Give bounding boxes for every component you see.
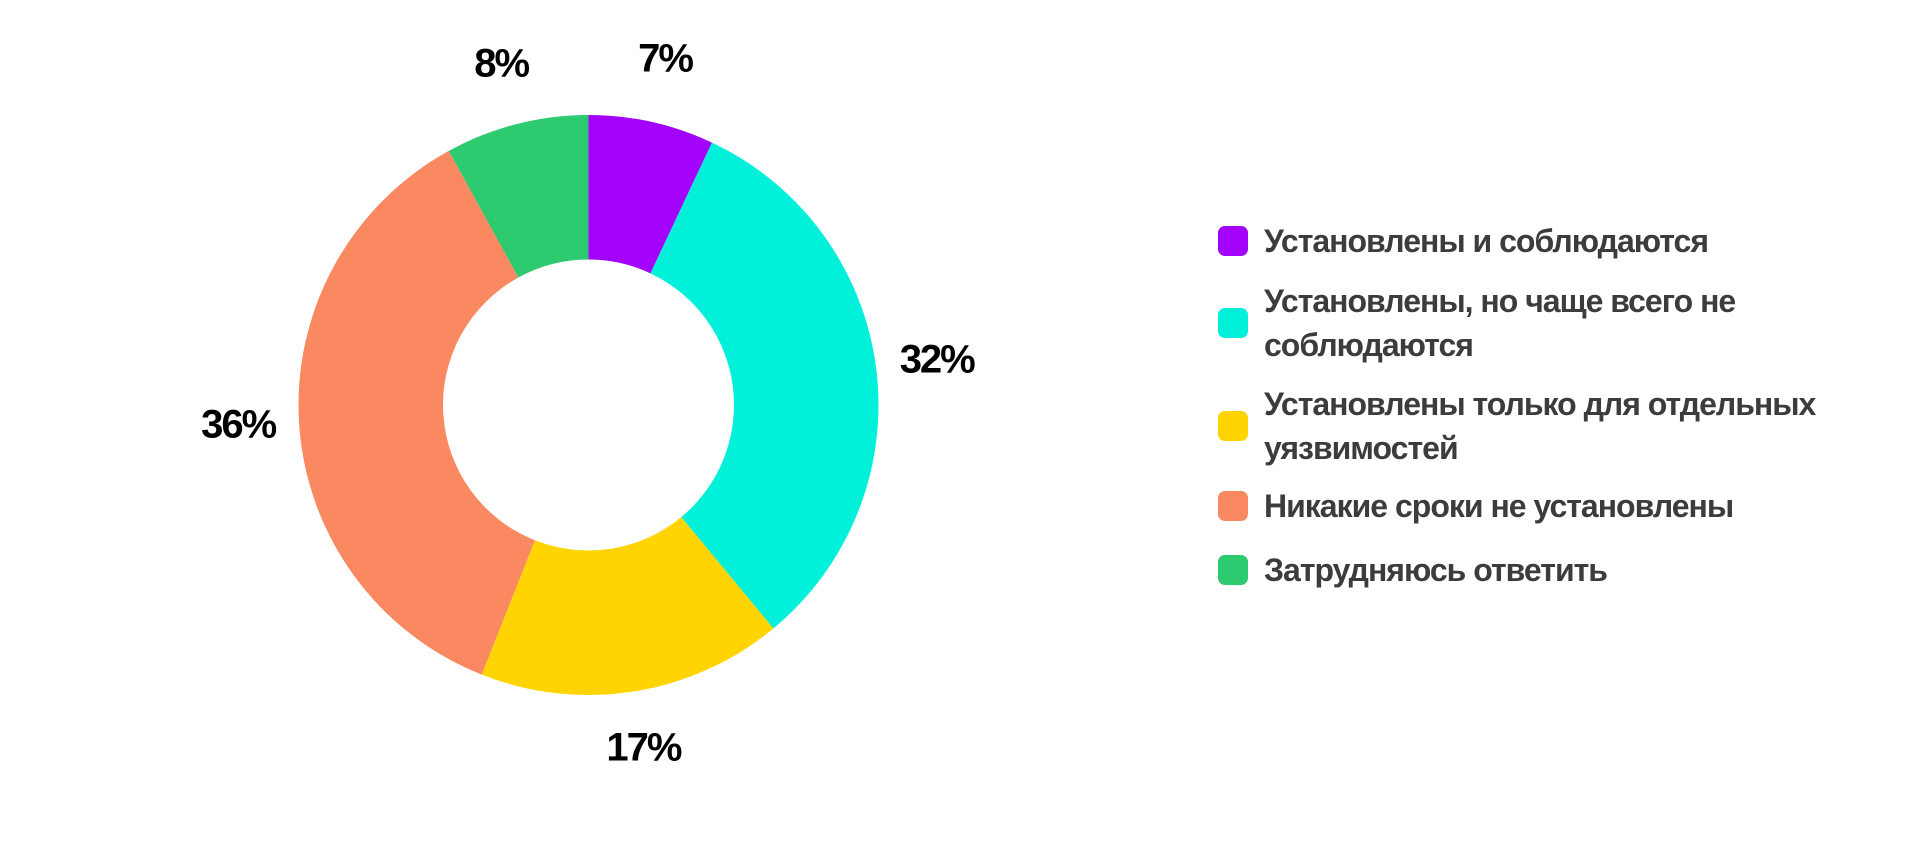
legend-swatch-icon bbox=[1218, 226, 1248, 256]
legend-label: Установлены и соблюдаются bbox=[1264, 223, 1709, 259]
legend-label: Установлены только для отдельных уязвимо… bbox=[1264, 386, 1816, 466]
legend-item: Затрудняюсь ответить bbox=[1218, 548, 1815, 592]
legend-swatch-icon bbox=[1218, 555, 1248, 585]
legend-item: Никакие сроки не установлены bbox=[1218, 484, 1815, 528]
legend-label: Установлены, но чаще всего не соблюдаютс… bbox=[1264, 283, 1736, 363]
legend-item: Установлены и соблюдаются bbox=[1218, 219, 1815, 263]
slice-value-label: 7% bbox=[638, 36, 694, 81]
legend-item: Установлены только для отдельных уязвимо… bbox=[1218, 382, 1816, 470]
donut-slice bbox=[448, 115, 589, 278]
legend-swatch-icon bbox=[1218, 411, 1248, 441]
legend-swatch-icon bbox=[1218, 308, 1248, 338]
donut-slice bbox=[298, 150, 535, 675]
slice-value-label: 32% bbox=[899, 337, 976, 382]
donut-slice bbox=[650, 142, 879, 629]
legend-swatch-icon bbox=[1218, 491, 1248, 521]
legend-label: Затрудняюсь ответить bbox=[1264, 552, 1608, 588]
slice-value-label: 8% bbox=[474, 41, 530, 86]
chart-legend: Установлены и соблюдаются Установлены, н… bbox=[1218, 219, 1816, 592]
slice-value-label: 17% bbox=[606, 725, 682, 770]
slice-value-label: 36% bbox=[201, 402, 277, 447]
legend-label: Никакие сроки не установлены bbox=[1264, 488, 1734, 524]
donut-slice bbox=[481, 517, 774, 695]
donut-slice bbox=[588, 115, 712, 274]
legend-item: Установлены, но чаще всего не соблюдаютс… bbox=[1218, 279, 1815, 367]
